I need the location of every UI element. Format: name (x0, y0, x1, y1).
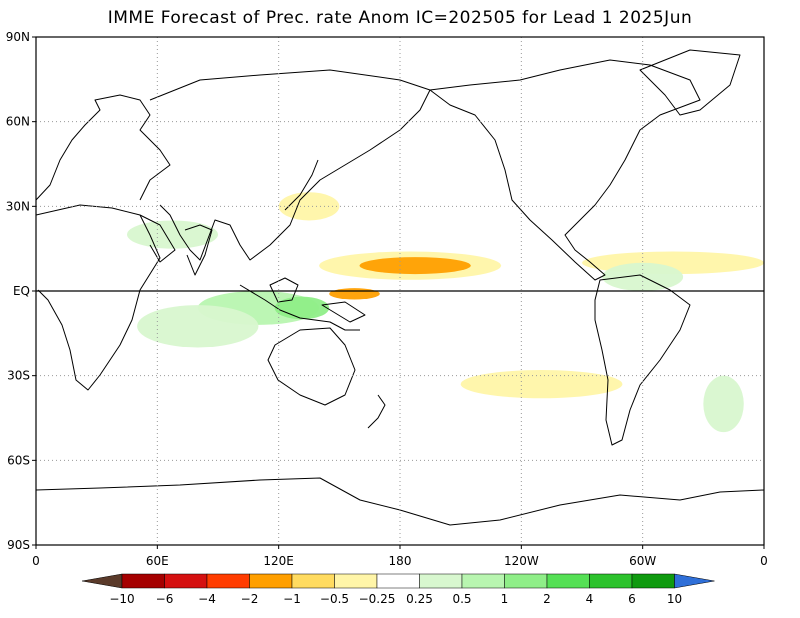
colorbar-box (121, 573, 165, 589)
colorbar-box (334, 573, 378, 589)
lat-tick-label: 90S (7, 538, 30, 552)
north-america-coastline (429, 59, 701, 281)
asia-coastline (149, 69, 431, 261)
south-america-coastline (594, 274, 691, 446)
antarctica-coastline (36, 477, 764, 526)
australia-coastline (267, 327, 356, 406)
colorbar-max-arrow (674, 573, 715, 589)
lon-tick-label: 60W (629, 554, 656, 568)
coastlines (36, 49, 764, 526)
anomaly-region-positive (274, 296, 330, 320)
colorbar: −10 −6 −4 −2 −1 −0.5 −0.25 0.25 0.5 1 2 4 6 10 (81, 573, 715, 606)
lon-tick-label: 0 (760, 554, 768, 568)
colorbar-label: −10 (109, 592, 134, 606)
chart-title: IMME Forecast of Prec. rate Anom IC=2025… (107, 8, 693, 28)
india-coastline (184, 224, 213, 276)
japan-coastline (284, 159, 319, 211)
lat-tick-label: 90N (6, 30, 30, 44)
anomaly-region-positive (703, 375, 744, 433)
lat-tick-label: 30N (6, 199, 30, 213)
gridlines (36, 37, 764, 545)
colorbar-box (461, 573, 505, 589)
lon-tick-label: 120W (504, 554, 539, 568)
colorbar-label: −1 (283, 592, 301, 606)
colorbar-label: −6 (156, 592, 174, 606)
colorbar-box (376, 573, 420, 589)
lat-tick-label: 30S (7, 369, 30, 383)
new-guinea-coastline (321, 301, 366, 323)
colorbar-box (504, 573, 548, 589)
africa-coastline (36, 204, 161, 391)
colorbar-box (546, 573, 590, 589)
colorbar-label: 1 (501, 592, 509, 606)
anomaly-region-negative (359, 257, 471, 275)
lon-tick-label: 180 (389, 554, 412, 568)
anomaly-shading-layer (127, 192, 764, 433)
colorbar-box (291, 573, 335, 589)
lat-tick-label: EQ (13, 284, 30, 298)
colorbar-box (249, 573, 293, 589)
indonesia-coastline (239, 284, 360, 331)
longitude-axis: 0 60E 120E 180 120W 60W 0 (32, 545, 768, 568)
lon-tick-label: 60E (146, 554, 169, 568)
lon-tick-label: 120E (263, 554, 294, 568)
colorbar-box (589, 573, 633, 589)
colorbar-label: −4 (198, 592, 216, 606)
anomaly-region-negative (460, 370, 623, 399)
anomaly-region-positive (137, 305, 259, 348)
arabia-coastline (139, 214, 176, 263)
colorbar-box (631, 573, 675, 589)
colorbar-label: −0.5 (320, 592, 349, 606)
colorbar-min-arrow (81, 573, 123, 589)
colorbar-label: 0.5 (452, 592, 471, 606)
colorbar-label: 0.25 (406, 592, 433, 606)
anomaly-region-positive (127, 220, 218, 249)
colorbar-label: −2 (241, 592, 259, 606)
colorbar-label: 10 (667, 592, 682, 606)
europe-coastline (36, 94, 171, 201)
lat-tick-label: 60N (6, 115, 30, 129)
colorbar-box (164, 573, 208, 589)
lon-tick-label: 0 (32, 554, 40, 568)
colorbar-box (206, 573, 250, 589)
colorbar-label: 2 (543, 592, 551, 606)
colorbar-label: 4 (586, 592, 594, 606)
greenland-coastline (639, 49, 741, 116)
colorbar-label: −0.25 (359, 592, 396, 606)
lat-tick-label: 60S (7, 453, 30, 467)
anomaly-region-negative (329, 288, 380, 300)
latitude-axis: 90N 60N 30N EQ 30S 60S 90S (6, 30, 36, 552)
borneo-coastline (269, 277, 299, 303)
new-zealand-coastline (367, 394, 386, 429)
colorbar-label: 6 (628, 592, 636, 606)
colorbar-box (419, 573, 463, 589)
